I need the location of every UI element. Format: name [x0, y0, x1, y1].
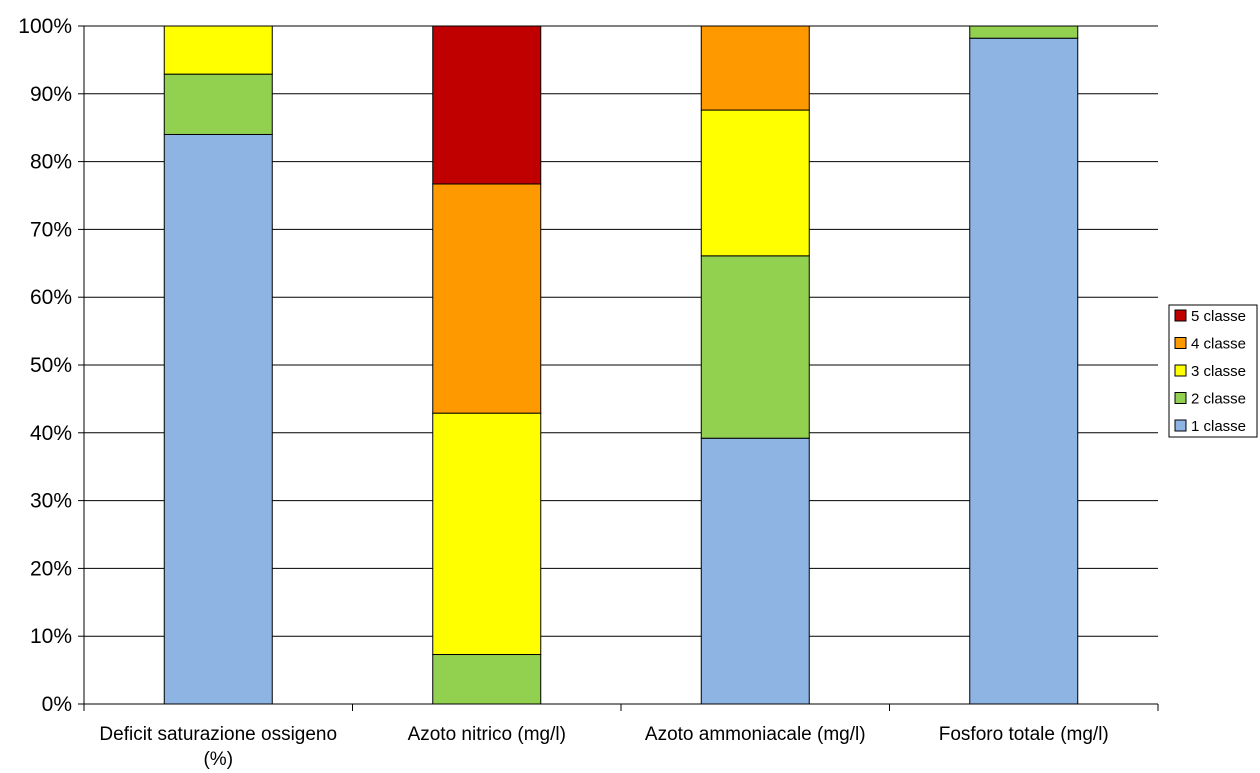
legend-swatch — [1174, 337, 1187, 349]
bar-segment — [163, 133, 273, 705]
legend-label: 4 classe — [1191, 336, 1246, 353]
y-tick-label: 70% — [30, 218, 72, 241]
bar-segment — [432, 25, 542, 185]
legend-label: 2 classe — [1191, 391, 1246, 408]
bar-segment — [163, 25, 273, 75]
legend-label: 3 classe — [1191, 363, 1246, 380]
bars — [163, 25, 1079, 705]
y-tick-label: 60% — [30, 286, 72, 309]
y-tick-label: 20% — [30, 557, 72, 580]
bar-segment — [969, 37, 1079, 705]
bar-segment — [432, 183, 542, 414]
y-tick-label: 100% — [18, 15, 72, 38]
bar-segment — [700, 255, 810, 439]
legend-label: 1 classe — [1191, 418, 1246, 435]
legend-swatch — [1174, 309, 1187, 322]
bar-segment — [432, 412, 542, 656]
x-tick-label: Azoto nitrico (mg/l) — [408, 724, 566, 745]
x-tick-label: Fosforo totale (mg/l) — [939, 724, 1109, 745]
y-tick-labels: 0% 10% 20% 30% 40% 50% 60% 70% 80% 90% 100% — [18, 15, 72, 716]
x-tick-label: Azoto ammoniacale (mg/l) — [645, 724, 866, 745]
x-tick-label: (%) — [203, 749, 233, 770]
y-tick-label: 80% — [30, 151, 72, 174]
y-tick-label: 10% — [30, 625, 72, 648]
bar-segment — [700, 109, 810, 257]
bar-segment — [163, 73, 273, 135]
axes — [78, 25, 1159, 711]
x-tick-label: Deficit saturazione ossigeno — [99, 724, 337, 745]
legend-swatch — [1174, 419, 1187, 432]
bar-segment — [700, 437, 810, 705]
bar-segment — [700, 25, 810, 111]
legend-swatch — [1174, 364, 1187, 377]
bar-segment — [969, 25, 1079, 39]
legend-label: 5 classe — [1191, 308, 1246, 325]
y-tick-label: 40% — [30, 422, 72, 445]
y-tick-label: 90% — [30, 83, 72, 106]
x-tick-labels: Deficit saturazione ossigeno (%) Azoto nit… — [99, 724, 1108, 770]
y-tick-label: 30% — [30, 490, 72, 513]
y-tick-label: 0% — [42, 693, 72, 716]
legend: 5 classe 4 classe 3 classe 2 classe 1 classe — [1168, 304, 1258, 438]
legend-swatch — [1174, 392, 1187, 404]
bar-segment — [432, 654, 542, 705]
y-tick-label: 50% — [30, 354, 72, 377]
